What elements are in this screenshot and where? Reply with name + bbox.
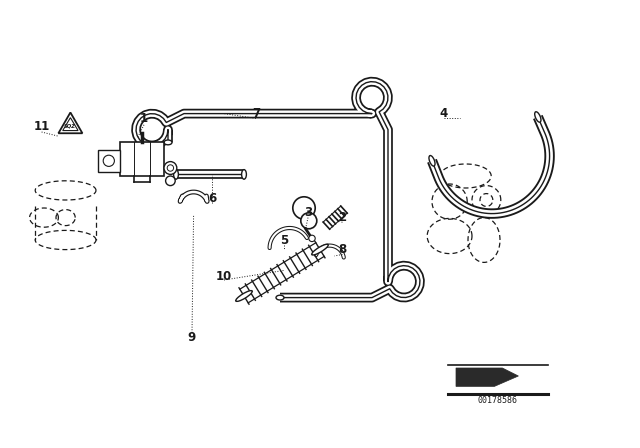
Text: 3: 3	[304, 206, 312, 219]
Text: 8: 8	[339, 243, 346, 256]
Circle shape	[164, 162, 177, 174]
Ellipse shape	[429, 155, 435, 166]
Ellipse shape	[242, 170, 246, 179]
Text: 9: 9	[188, 331, 196, 344]
Ellipse shape	[173, 170, 179, 179]
Text: 2: 2	[339, 211, 346, 224]
Text: 6: 6	[208, 192, 216, 205]
Polygon shape	[456, 368, 518, 386]
Circle shape	[167, 165, 173, 171]
Text: 00178586: 00178586	[478, 396, 518, 405]
Ellipse shape	[534, 112, 541, 122]
Text: 10: 10	[216, 270, 232, 283]
Circle shape	[309, 235, 315, 241]
Text: 7: 7	[252, 107, 260, 120]
Text: 11: 11	[33, 120, 50, 133]
Text: 5: 5	[280, 233, 288, 246]
Bar	[120, 142, 164, 176]
Bar	[97, 150, 120, 172]
Ellipse shape	[164, 140, 172, 145]
Ellipse shape	[312, 244, 328, 255]
Text: SQZ: SQZ	[65, 123, 76, 128]
Ellipse shape	[236, 291, 252, 302]
Ellipse shape	[276, 295, 284, 300]
Circle shape	[103, 155, 115, 166]
Text: 4: 4	[440, 107, 448, 120]
Circle shape	[166, 176, 175, 185]
Circle shape	[301, 213, 317, 229]
Circle shape	[293, 197, 316, 219]
Text: 1: 1	[140, 112, 148, 125]
